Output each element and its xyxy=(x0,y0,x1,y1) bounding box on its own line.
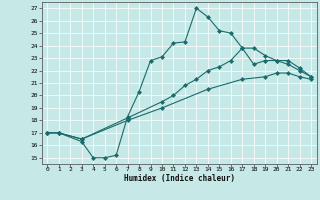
X-axis label: Humidex (Indice chaleur): Humidex (Indice chaleur) xyxy=(124,174,235,183)
